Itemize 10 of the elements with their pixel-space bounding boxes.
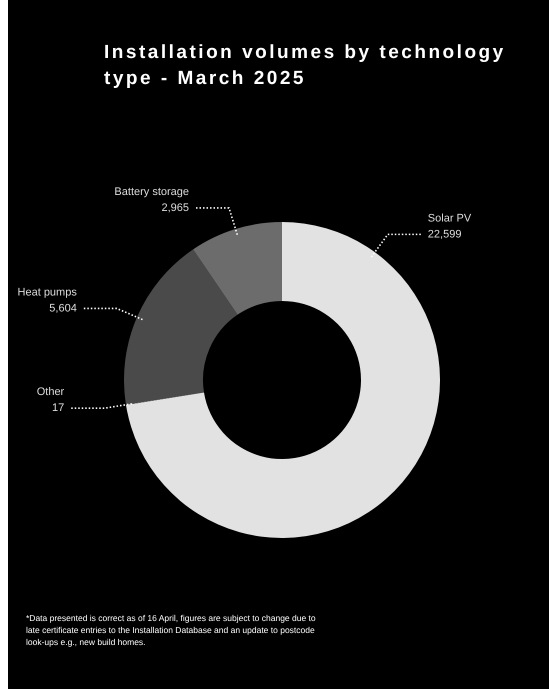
data-label: 2,965 xyxy=(162,202,190,214)
slice-label: Other xyxy=(36,386,65,398)
data-label: 22,599 xyxy=(428,228,462,240)
text: *Data presented is correct as of 16 April, figures are subject to change due to late certificate entries to the Installation Database and an update to postcode look-ups e.g., new build homes. xyxy=(26,612,317,648)
data-label: 5,604 xyxy=(49,302,77,314)
slice-label: Solar PV xyxy=(428,212,472,224)
data-label: 17 xyxy=(52,402,64,414)
slice-label: Heat pumps xyxy=(18,286,78,298)
slice-label: Battery storage xyxy=(114,186,190,198)
chart-title: Installation volumes by technology type - March 2025 xyxy=(104,41,507,91)
